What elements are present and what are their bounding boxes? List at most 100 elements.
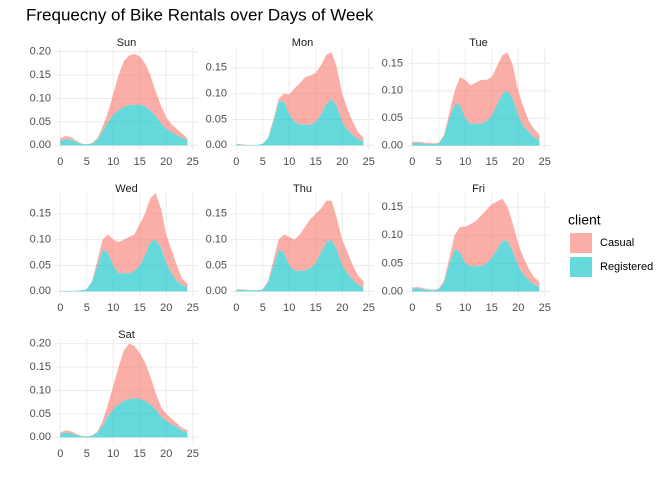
y-tick-label: 0.15	[382, 57, 403, 69]
facet-title: Thu	[293, 183, 312, 195]
facet-title: Tue	[469, 37, 488, 49]
x-tick-label: 0	[57, 156, 63, 168]
x-tick-label: 0	[409, 302, 415, 314]
y-tick-label: 0.15	[30, 208, 51, 220]
legend-key	[570, 257, 592, 277]
y-tick-label: 0.05	[206, 259, 227, 271]
x-tick-label: 10	[283, 156, 295, 168]
y-tick-label: 0.00	[382, 140, 403, 152]
x-tick-label: 0	[233, 302, 239, 314]
y-tick-label: 0.20	[30, 46, 51, 58]
y-tick-label: 0.00	[30, 139, 51, 151]
y-tick-label: 0.05	[382, 112, 403, 124]
y-tick-label: 0.05	[382, 257, 403, 269]
area	[60, 193, 188, 291]
x-tick-label: 10	[107, 156, 119, 168]
x-tick-label: 10	[459, 302, 471, 314]
x-tick-label: 10	[459, 156, 471, 168]
x-tick-label: 25	[187, 302, 199, 314]
x-tick-label: 0	[409, 156, 415, 168]
area	[60, 398, 188, 438]
legend-label: Registered	[600, 261, 653, 273]
area	[236, 200, 364, 291]
chart-title: Frequecny of Bike Rentals over Days of W…	[26, 5, 374, 24]
y-tick-label: 0.05	[30, 116, 51, 128]
y-tick-label: 0.10	[30, 92, 51, 104]
x-tick-label: 20	[336, 302, 348, 314]
x-tick-label: 25	[363, 156, 375, 168]
y-tick-label: 0.10	[30, 384, 51, 396]
facet-title: Mon	[292, 37, 313, 49]
y-tick-label: 0.10	[382, 229, 403, 241]
y-tick-label: 0.15	[382, 201, 403, 213]
y-tick-label: 0.00	[30, 431, 51, 443]
x-tick-label: 5	[260, 302, 266, 314]
area	[236, 98, 364, 146]
x-tick-label: 20	[336, 156, 348, 168]
x-tick-label: 5	[84, 448, 90, 460]
y-tick-label: 0.15	[206, 62, 227, 74]
area	[236, 239, 364, 292]
x-tick-label: 15	[134, 156, 146, 168]
x-tick-label: 25	[539, 156, 551, 168]
area	[412, 240, 540, 292]
x-tick-label: 5	[436, 156, 442, 168]
x-tick-label: 10	[107, 302, 119, 314]
x-tick-label: 25	[187, 156, 199, 168]
x-tick-label: 5	[84, 302, 90, 314]
facet-title: Sat	[118, 329, 135, 341]
legend-label: Casual	[600, 237, 634, 249]
x-tick-label: 5	[436, 302, 442, 314]
x-tick-label: 20	[512, 302, 524, 314]
legend-key	[570, 233, 592, 253]
legend-title: client	[568, 212, 601, 228]
x-tick-label: 0	[57, 448, 63, 460]
y-tick-label: 0.10	[206, 233, 227, 245]
y-tick-label: 0.10	[30, 233, 51, 245]
area	[60, 54, 188, 145]
y-tick-label: 0.15	[206, 208, 227, 220]
y-tick-label: 0.20	[30, 338, 51, 350]
y-tick-label: 0.00	[382, 285, 403, 297]
facet-title: Fri	[472, 183, 485, 195]
y-tick-label: 0.05	[30, 259, 51, 271]
y-tick-label: 0.00	[206, 285, 227, 297]
x-tick-label: 25	[363, 302, 375, 314]
y-tick-label: 0.00	[206, 139, 227, 151]
x-tick-label: 10	[283, 302, 295, 314]
x-tick-label: 15	[134, 302, 146, 314]
y-tick-label: 0.00	[30, 285, 51, 297]
area	[60, 239, 188, 292]
area	[60, 343, 188, 437]
x-tick-label: 15	[486, 156, 498, 168]
x-tick-label: 20	[512, 156, 524, 168]
y-tick-label: 0.05	[30, 408, 51, 420]
facet-title: Sun	[117, 37, 137, 49]
area	[412, 198, 540, 291]
area	[412, 90, 540, 146]
x-tick-label: 15	[486, 302, 498, 314]
x-tick-label: 15	[310, 156, 322, 168]
x-tick-label: 25	[187, 448, 199, 460]
x-tick-label: 25	[539, 302, 551, 314]
y-tick-label: 0.05	[206, 113, 227, 125]
x-tick-label: 15	[134, 448, 146, 460]
x-tick-label: 15	[310, 302, 322, 314]
x-tick-label: 0	[57, 302, 63, 314]
x-tick-label: 0	[233, 156, 239, 168]
area	[412, 52, 540, 144]
x-tick-label: 5	[260, 156, 266, 168]
area	[236, 52, 364, 145]
x-tick-label: 20	[160, 302, 172, 314]
y-tick-label: 0.15	[30, 361, 51, 373]
x-tick-label: 20	[160, 156, 172, 168]
y-tick-label: 0.10	[206, 87, 227, 99]
facet-title: Wed	[115, 183, 137, 195]
x-tick-label: 10	[107, 448, 119, 460]
area	[60, 104, 188, 146]
y-tick-label: 0.15	[30, 69, 51, 81]
x-tick-label: 20	[160, 448, 172, 460]
x-tick-label: 5	[84, 156, 90, 168]
y-tick-label: 0.10	[382, 85, 403, 97]
